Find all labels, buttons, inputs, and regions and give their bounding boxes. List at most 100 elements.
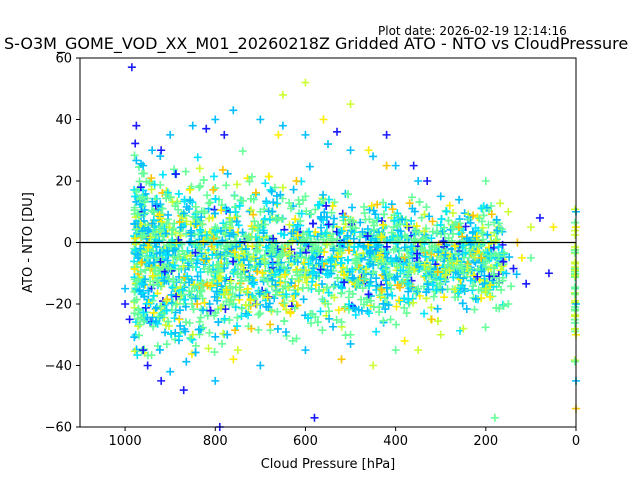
scatter-point: [504, 300, 513, 308]
scatter-point: [313, 318, 322, 327]
scatter-point: [451, 250, 460, 259]
scatter-point: [301, 78, 310, 87]
scatter-point: [272, 216, 281, 225]
scatter-point: [359, 241, 368, 250]
scatter-point: [433, 317, 442, 326]
scatter-point: [423, 177, 432, 185]
scatter-point: [336, 259, 345, 268]
scatter-point: [267, 252, 276, 261]
scatter-point: [499, 302, 508, 311]
scatter-point: [388, 291, 397, 300]
scatter-point: [156, 152, 165, 161]
scatter-point: [156, 302, 165, 311]
scatter-point: [475, 214, 484, 223]
scatter-point: [481, 284, 490, 293]
scatter-point: [512, 270, 521, 279]
scatter-point: [204, 199, 213, 208]
scatter-point: [298, 283, 307, 292]
scatter-point: [197, 249, 206, 258]
scatter-point: [428, 281, 437, 290]
scatter-point: [211, 223, 220, 232]
scatter-point: [132, 156, 141, 165]
scatter-point: [400, 253, 409, 262]
scatter-point: [325, 314, 334, 323]
scatter-point: [440, 223, 449, 232]
scatter-point: [181, 318, 190, 327]
scatter-point: [205, 328, 214, 337]
scatter-point: [239, 256, 248, 265]
scatter-point: [333, 274, 342, 283]
scatter-point: [321, 229, 330, 238]
scatter-point: [361, 275, 370, 284]
scatter-point: [351, 224, 360, 233]
scatter-point: [329, 246, 338, 255]
scatter-point: [136, 267, 145, 276]
scatter-point: [299, 295, 308, 304]
scatter-point: [211, 115, 220, 124]
scatter-point: [343, 190, 352, 199]
scatter-point: [272, 287, 281, 296]
scatter-point: [130, 151, 139, 160]
scatter-point: [427, 315, 436, 324]
scatter-point: [324, 300, 332, 308]
scatter-point: [253, 267, 262, 276]
scatter-point: [233, 269, 242, 278]
scatter-point: [379, 210, 388, 219]
scatter-point: [277, 243, 286, 252]
scatter-point: [379, 198, 388, 207]
scatter-point: [139, 169, 148, 178]
scatter-point: [466, 218, 475, 227]
scatter-point: [154, 312, 163, 321]
scatter-point: [149, 208, 158, 217]
scatter-point: [178, 285, 187, 294]
scatter-point: [212, 287, 221, 296]
scatter-point: [440, 293, 449, 302]
scatter-point: [219, 329, 228, 338]
scatter-point: [232, 242, 241, 251]
scatter-point: [141, 303, 150, 312]
scatter-point: [222, 285, 231, 294]
scatter-point: [411, 227, 420, 236]
scatter-point: [148, 146, 157, 155]
scatter-point: [210, 348, 219, 357]
scatter-point: [183, 272, 192, 281]
scatter-point: [184, 205, 193, 214]
scatter-point: [571, 357, 579, 366]
scatter-point: [175, 252, 184, 261]
scatter-point: [152, 199, 161, 208]
scatter-point: [363, 295, 372, 304]
scatter-point: [433, 267, 442, 276]
x-tick-label: 200: [473, 434, 498, 449]
scatter-point: [278, 183, 287, 192]
scatter-point: [498, 262, 507, 271]
scatter-point: [131, 139, 140, 148]
scatter-point: [176, 321, 185, 330]
scatter-point: [181, 295, 190, 304]
scatter-point: [494, 252, 503, 261]
scatter-point: [200, 298, 209, 307]
scatter-point: [461, 248, 470, 257]
scatter-point: [387, 285, 396, 294]
scatter-point: [391, 244, 400, 253]
scatter-point: [420, 227, 429, 236]
x-tick-label: 1000: [109, 434, 142, 449]
scatter-point: [344, 246, 353, 255]
scatter-point: [409, 298, 418, 307]
scatter-point: [181, 302, 190, 311]
scatter-point: [316, 212, 325, 221]
scatter-point: [288, 297, 297, 306]
scatter-point: [195, 317, 204, 326]
scatter-point: [164, 210, 173, 219]
scatter-point: [322, 283, 331, 292]
scatter-point: [302, 207, 311, 216]
points-layer: [121, 63, 580, 431]
scatter-point: [134, 304, 143, 313]
chart-title: S-O3M_GOME_VOD_XX_M01_20260218Z Gridded …: [4, 34, 629, 53]
scatter-point: [410, 265, 419, 274]
scatter-point: [404, 267, 413, 276]
scatter-point: [277, 215, 286, 224]
scatter-point: [241, 245, 250, 254]
scatter-point: [372, 274, 381, 283]
scatter-point: [526, 253, 535, 262]
scatter-point: [304, 313, 313, 322]
